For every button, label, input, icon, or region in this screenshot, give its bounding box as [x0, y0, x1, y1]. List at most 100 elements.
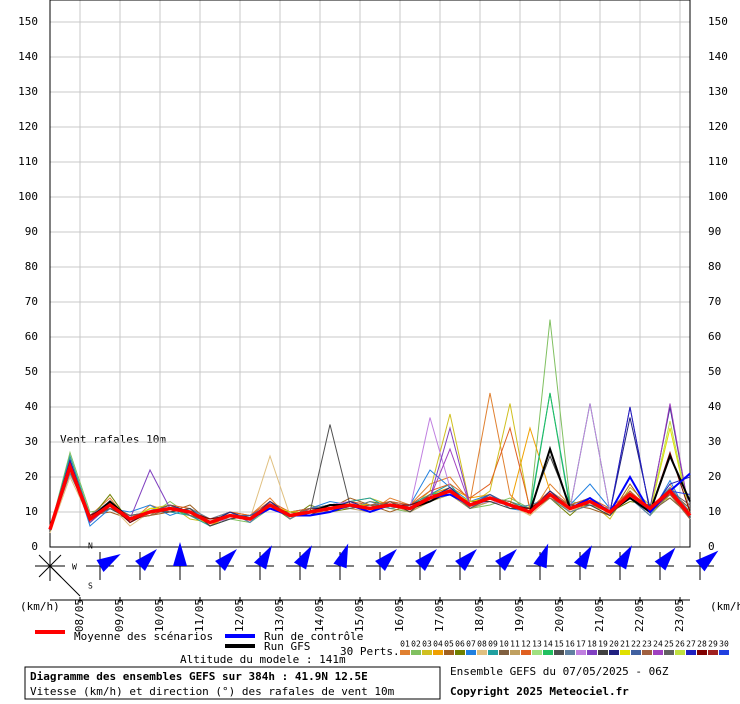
- chart-title: Vent rafales 10m: [60, 433, 166, 446]
- y-tick-label-right: 120: [708, 120, 728, 133]
- legend-label: 25: [664, 640, 674, 649]
- legend-label: 08: [477, 640, 487, 649]
- legend-label: 01: [400, 640, 410, 649]
- legend-swatch: [620, 650, 630, 655]
- compass-w: W: [72, 563, 77, 572]
- legend-label: 12: [521, 640, 531, 649]
- legend-swatch: [675, 650, 685, 655]
- wind-glyph: [333, 543, 349, 569]
- series-line: [49, 450, 691, 530]
- legend-label: 10: [499, 640, 509, 649]
- legend-label: 02: [411, 640, 421, 649]
- y-tick-label-right: 30: [708, 435, 721, 448]
- y-tick-label-right: 80: [708, 260, 721, 273]
- y-unit-right: (km/h): [710, 600, 740, 613]
- y-tick-label-right: 130: [708, 85, 728, 98]
- legend-swatch: [576, 650, 586, 655]
- y-tick-label: 110: [18, 155, 38, 168]
- y-tick-label: 20: [25, 470, 38, 483]
- legend-label: 19: [598, 640, 608, 649]
- y-tick-label: 100: [18, 190, 38, 203]
- legend-swatch: [587, 650, 597, 655]
- legend-swatch: [642, 650, 652, 655]
- legend-swatch: [598, 650, 608, 655]
- y-tick-label-right: 140: [708, 50, 728, 63]
- x-tick-label: 21/05: [593, 599, 606, 632]
- wind-glyph: [415, 549, 437, 571]
- legend-swatch: [400, 650, 410, 655]
- y-tick-label: 50: [25, 365, 38, 378]
- plot-frame: [49, 0, 691, 548]
- legend-swatch: [532, 650, 542, 655]
- legend-swatch: [455, 650, 465, 655]
- wind-glyph: [135, 549, 157, 571]
- y-tick-label: 10: [25, 505, 38, 518]
- x-tick-label: 14/05: [313, 599, 326, 632]
- wind-glyph: [573, 545, 592, 570]
- legend-swatch: [609, 650, 619, 655]
- wind-glyph: [613, 545, 632, 570]
- legend-swatch: [565, 650, 575, 655]
- legend-label: 11: [510, 640, 520, 649]
- legend-swatch: [510, 650, 520, 655]
- legend-label: 27: [686, 640, 696, 649]
- wind-glyph: [173, 542, 187, 566]
- legend-swatch: [708, 650, 718, 655]
- run-info: Ensemble GEFS du 07/05/2025 - 06Z: [450, 665, 669, 678]
- caption-title: Diagramme des ensembles GEFS sur 384h : …: [30, 670, 368, 683]
- wind-glyph: [293, 545, 312, 570]
- legend-label: 15: [554, 640, 564, 649]
- caption-subtitle: Vitesse (km/h) et direction (°) des rafa…: [30, 685, 395, 698]
- x-tick-label: 17/05: [433, 599, 446, 632]
- legend-label: 06: [455, 640, 465, 649]
- altitude: Altitude du modele : 141m: [180, 653, 346, 666]
- series-line: [49, 454, 691, 534]
- legend-swatch: [543, 650, 553, 655]
- wind-glyph: [495, 549, 517, 571]
- legend-label: 05: [444, 640, 454, 649]
- y-tick-label-right: 10: [708, 505, 721, 518]
- legend-label: Run de contrôle: [264, 630, 363, 643]
- y-tick-label: 30: [25, 435, 38, 448]
- x-tick-label: 13/05: [273, 599, 286, 632]
- x-tick-label: 11/05: [193, 599, 206, 632]
- legend-label: 20: [609, 640, 619, 649]
- legend-label: 04: [433, 640, 443, 649]
- y-tick-label-right: 60: [708, 330, 721, 343]
- wind-glyph: [253, 545, 272, 570]
- legend-label: 18: [587, 640, 597, 649]
- caption-box: [24, 666, 441, 700]
- y-tick-label: 70: [25, 295, 38, 308]
- y-tick-label: 120: [18, 120, 38, 133]
- legend-label: 21: [620, 640, 630, 649]
- wind-glyph: [375, 549, 397, 571]
- y-tick-label: 80: [25, 260, 38, 273]
- x-tick-label: 12/05: [233, 599, 246, 632]
- perts-label: 30 Perts.: [340, 645, 400, 658]
- x-tick-label: 19/05: [513, 599, 526, 632]
- y-tick-label-right: 100: [708, 190, 728, 203]
- legend-swatch: [554, 650, 564, 655]
- legend-label: 13: [532, 640, 542, 649]
- y-tick-label: 40: [25, 400, 38, 413]
- y-tick-label-right: 20: [708, 470, 721, 483]
- series-line: [49, 457, 691, 530]
- legend-label: 03: [422, 640, 432, 649]
- legend-swatch: [411, 650, 421, 655]
- x-tick-label: 22/05: [633, 599, 646, 632]
- x-tick-label: 10/05: [153, 599, 166, 632]
- legend-label: 09: [488, 640, 498, 649]
- wind-glyph: [215, 549, 237, 571]
- legend-swatch: [422, 650, 432, 655]
- compass: N W S: [35, 542, 93, 597]
- wind-glyph: [96, 554, 121, 573]
- series-line: [49, 461, 691, 530]
- wind-glyph: [654, 547, 676, 571]
- y-tick-label: 90: [25, 225, 38, 238]
- legend-label: Moyenne des scénarios: [74, 630, 213, 643]
- y-tick-label-right: 150: [708, 15, 728, 28]
- x-tick-label: 08/05: [73, 599, 86, 632]
- y-tick-label: 140: [18, 50, 38, 63]
- wind-glyph: [533, 543, 549, 569]
- series-line: [48, 461, 692, 531]
